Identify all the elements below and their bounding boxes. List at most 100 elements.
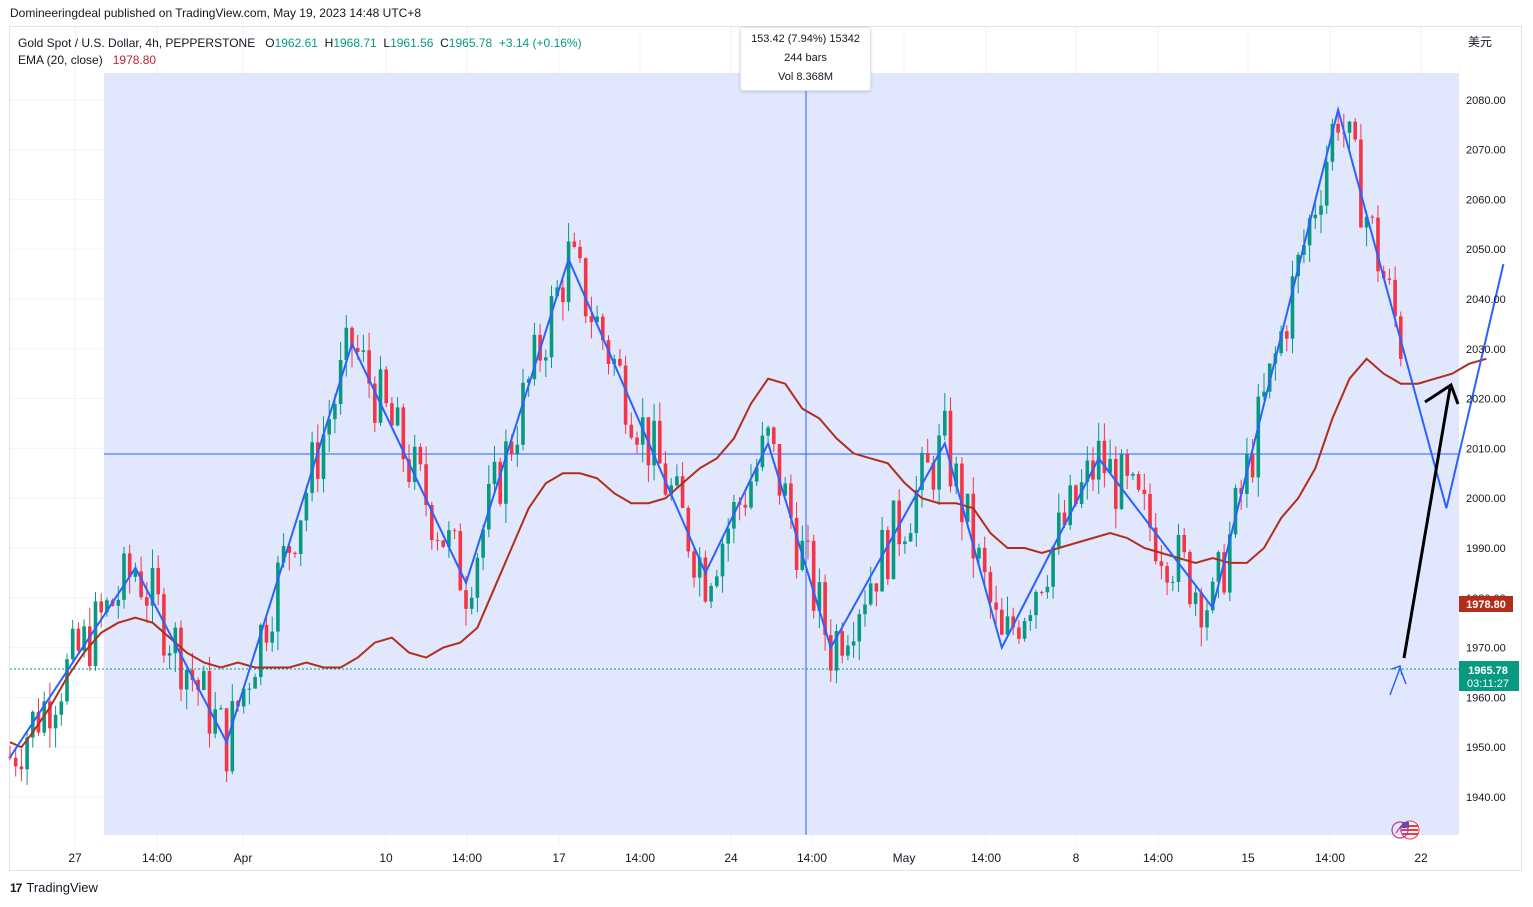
candle-body [743,504,748,508]
candle-body [316,442,320,479]
candle [230,684,235,775]
candle-body [937,435,941,490]
candle [692,546,696,588]
time-tick-label: May [893,851,916,865]
candle-body [1393,279,1397,317]
candle-body [184,670,189,690]
candle [264,615,269,651]
candle [532,322,537,386]
candle [447,521,451,558]
candle-body [777,444,782,496]
candle-body [1364,216,1369,228]
candle-body [794,517,799,570]
candle-body [247,688,252,690]
candle-body [532,334,537,380]
currency-label[interactable]: 美元 [1468,35,1493,49]
time-tick-label: 27 [68,851,82,865]
ema-value: 1978.80 [112,53,157,67]
candle [401,403,406,473]
candle-body [1233,487,1238,535]
candle [1159,545,1164,580]
high-value: 1968.71 [333,36,377,50]
candle [709,583,713,609]
price-axis: 1940.001950.001960.001970.001980.001990.… [1466,95,1506,804]
candle [908,523,913,543]
candle-body [65,659,69,702]
candle [680,462,685,509]
time-tick-label: 17 [552,851,566,865]
candle-body [988,572,993,603]
candle [70,619,75,664]
candle [903,536,907,554]
candle [863,590,867,627]
candle-body [281,546,286,563]
candle-body [515,444,520,455]
candle-body [549,296,554,358]
candle [122,546,126,609]
ema-label[interactable]: EMA (20, close) [18,53,103,67]
candle-body [230,701,235,772]
candle-body [475,557,480,598]
candle-body [948,410,953,487]
time-tick-label: 14:00 [625,851,655,865]
candle [566,223,571,312]
candle-body [31,711,35,738]
candle [857,609,862,661]
candle [811,534,816,619]
candle [253,673,257,689]
candle-body [1131,473,1135,476]
tradingview-brand[interactable]: 17 TradingView [10,880,98,895]
candle [754,458,759,486]
projection-arrow-black [1402,382,1460,659]
time-tick-label: 22 [1414,851,1428,865]
symbol-title[interactable]: Gold Spot / U.S. Dollar, 4h, PEPPERSTONE [18,36,256,50]
candle-body [424,464,428,505]
candle-body [920,452,924,491]
candle [173,622,178,673]
candle-body [982,547,987,573]
candle [76,622,81,654]
candle-body [350,327,354,348]
price-tick-label: 2050.00 [1466,244,1506,256]
candle [378,356,383,426]
candle-body [498,461,502,504]
candle-body [1114,458,1118,509]
price-tick-label: 2070.00 [1466,145,1506,157]
candle [715,569,719,588]
open-value: 1962.61 [274,36,318,50]
candle-body [145,597,149,606]
candle-body [167,653,172,656]
candle [1347,120,1352,150]
candle-body [116,599,121,606]
candle [772,426,776,452]
candle-body [8,757,12,759]
candle [583,257,588,324]
candle-body [521,382,525,445]
candle-body [127,553,132,577]
candle [1199,587,1204,647]
candle-body [715,576,719,586]
candle-body [253,677,257,689]
candle [1005,596,1010,637]
candle-body [1171,581,1175,583]
candle [1182,527,1186,558]
candle-body [692,551,696,578]
candle-body [13,757,18,767]
candle [971,477,976,579]
price-tick-label: 2060.00 [1466,194,1506,206]
candle [1376,205,1380,283]
candle-body [264,624,269,643]
candle-body [1005,616,1010,635]
candle [390,396,394,426]
candle-body [390,403,394,426]
chart-frame [9,26,1522,871]
close-label: C [440,36,449,50]
candle-body [618,358,622,366]
candle [1330,118,1335,171]
candle-body [487,483,491,530]
candle [373,376,377,433]
change-value: +3.14 (+0.16%) [498,36,582,50]
measure-volume: Vol 8.368M [777,71,834,83]
candle-body [994,602,998,610]
